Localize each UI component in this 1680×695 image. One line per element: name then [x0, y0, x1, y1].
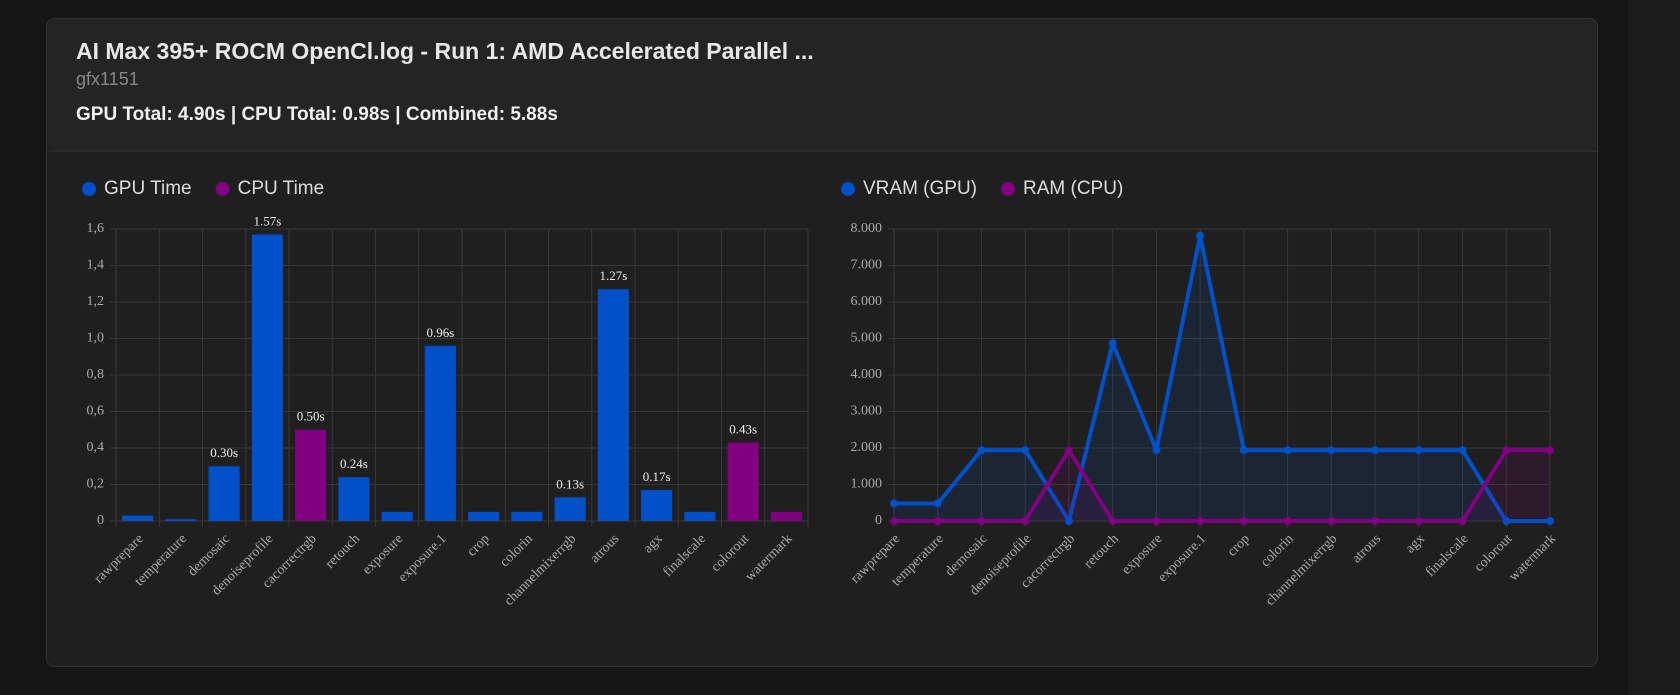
line: [894, 448, 1550, 523]
y-tick-label: 7.000: [851, 258, 883, 273]
subtitle: gfx1151: [76, 69, 139, 89]
point[interactable]: [933, 499, 942, 508]
point[interactable]: [1371, 517, 1380, 525]
line: [894, 233, 1550, 523]
title: AI Max 395+ ROCM OpenCl.log - Run 1: AMD…: [76, 38, 814, 64]
y-tick-label: 5.000: [851, 331, 883, 346]
bar[interactable]: [338, 477, 370, 521]
legend-label[interactable]: VRAM (GPU): [863, 178, 977, 199]
bar[interactable]: [684, 511, 716, 521]
point[interactable]: [890, 499, 898, 508]
legend-swatch[interactable]: [215, 182, 230, 196]
point[interactable]: [1021, 446, 1030, 455]
point[interactable]: [1064, 446, 1073, 455]
y-tick-label: 1,0: [87, 331, 105, 346]
bar[interactable]: [770, 511, 802, 521]
side-strip: [1628, 0, 1680, 695]
point[interactable]: [1458, 517, 1467, 525]
value-label: 0.13s: [556, 476, 584, 491]
y-tick-label: 3.000: [851, 404, 883, 419]
y-tick-label: 2.000: [851, 440, 883, 455]
legend-label[interactable]: CPU Time: [238, 178, 325, 199]
point[interactable]: [890, 517, 898, 525]
legend-swatch[interactable]: [82, 182, 96, 196]
point[interactable]: [1458, 446, 1467, 455]
point[interactable]: [1414, 446, 1423, 455]
value-label: 1.57s: [253, 213, 281, 228]
y-tick-label: 0,2: [87, 477, 105, 492]
legend-label[interactable]: GPU Time: [104, 178, 192, 199]
bar[interactable]: [468, 511, 500, 521]
point[interactable]: [1283, 446, 1292, 455]
point[interactable]: [1021, 517, 1030, 525]
bar[interactable]: [165, 519, 197, 521]
y-tick-label: 1,2: [87, 294, 105, 309]
point[interactable]: [1108, 517, 1117, 525]
y-tick-label: 6.000: [851, 294, 883, 309]
bar[interactable]: [208, 466, 240, 521]
y-tick-label: 4.000: [851, 367, 883, 382]
point[interactable]: [1196, 231, 1205, 240]
point[interactable]: [1502, 517, 1511, 525]
bar[interactable]: [424, 345, 456, 521]
y-tick-label: 8.000: [851, 221, 883, 236]
point[interactable]: [1327, 517, 1336, 525]
point[interactable]: [933, 517, 942, 525]
bar[interactable]: [122, 515, 154, 521]
point[interactable]: [1283, 517, 1292, 525]
value-label: 1.27s: [599, 268, 627, 283]
point[interactable]: [1152, 446, 1161, 455]
value-label: 0.50s: [297, 409, 325, 424]
y-tick-label: 1,4: [87, 258, 105, 273]
bar[interactable]: [251, 234, 283, 521]
y-tick-label: 0,4: [87, 440, 105, 455]
y-tick-label: 1.000: [851, 477, 883, 492]
point[interactable]: [1108, 339, 1117, 348]
point[interactable]: [1064, 517, 1073, 525]
bar[interactable]: [511, 511, 543, 521]
point[interactable]: [977, 517, 986, 525]
value-label: 0.30s: [210, 445, 238, 460]
point[interactable]: [1152, 517, 1161, 525]
point[interactable]: [977, 446, 986, 455]
bar[interactable]: [381, 511, 413, 521]
line-area: [894, 235, 1550, 521]
point[interactable]: [1196, 517, 1205, 525]
value-label: 0.43s: [729, 422, 757, 437]
point[interactable]: [1546, 517, 1554, 525]
legend-swatch[interactable]: [841, 182, 855, 196]
bar[interactable]: [295, 429, 327, 521]
bar[interactable]: [597, 289, 629, 521]
point[interactable]: [1371, 446, 1380, 455]
point[interactable]: [1546, 446, 1554, 455]
y-tick-label: 1,6: [87, 221, 105, 236]
y-tick-label: 0: [97, 513, 104, 528]
legend-swatch[interactable]: [1001, 182, 1015, 196]
legend-label[interactable]: RAM (CPU): [1023, 178, 1123, 199]
y-tick-label: 0,6: [87, 404, 105, 419]
point[interactable]: [1502, 446, 1511, 455]
value-label: 0.96s: [426, 325, 454, 340]
point[interactable]: [1327, 446, 1336, 455]
point[interactable]: [1239, 446, 1248, 455]
bar[interactable]: [727, 442, 759, 521]
bar[interactable]: [554, 497, 586, 521]
point[interactable]: [1414, 517, 1423, 525]
summary: GPU Total: 4.90s | CPU Total: 0.98s | Co…: [76, 104, 558, 125]
y-tick-label: 0,8: [87, 367, 105, 382]
bar[interactable]: [641, 489, 673, 521]
point[interactable]: [1239, 517, 1248, 525]
value-label: 0.17s: [643, 469, 671, 484]
value-label: 0.24s: [340, 456, 368, 471]
card-header: [47, 19, 1597, 151]
y-tick-label: 0: [875, 513, 882, 528]
